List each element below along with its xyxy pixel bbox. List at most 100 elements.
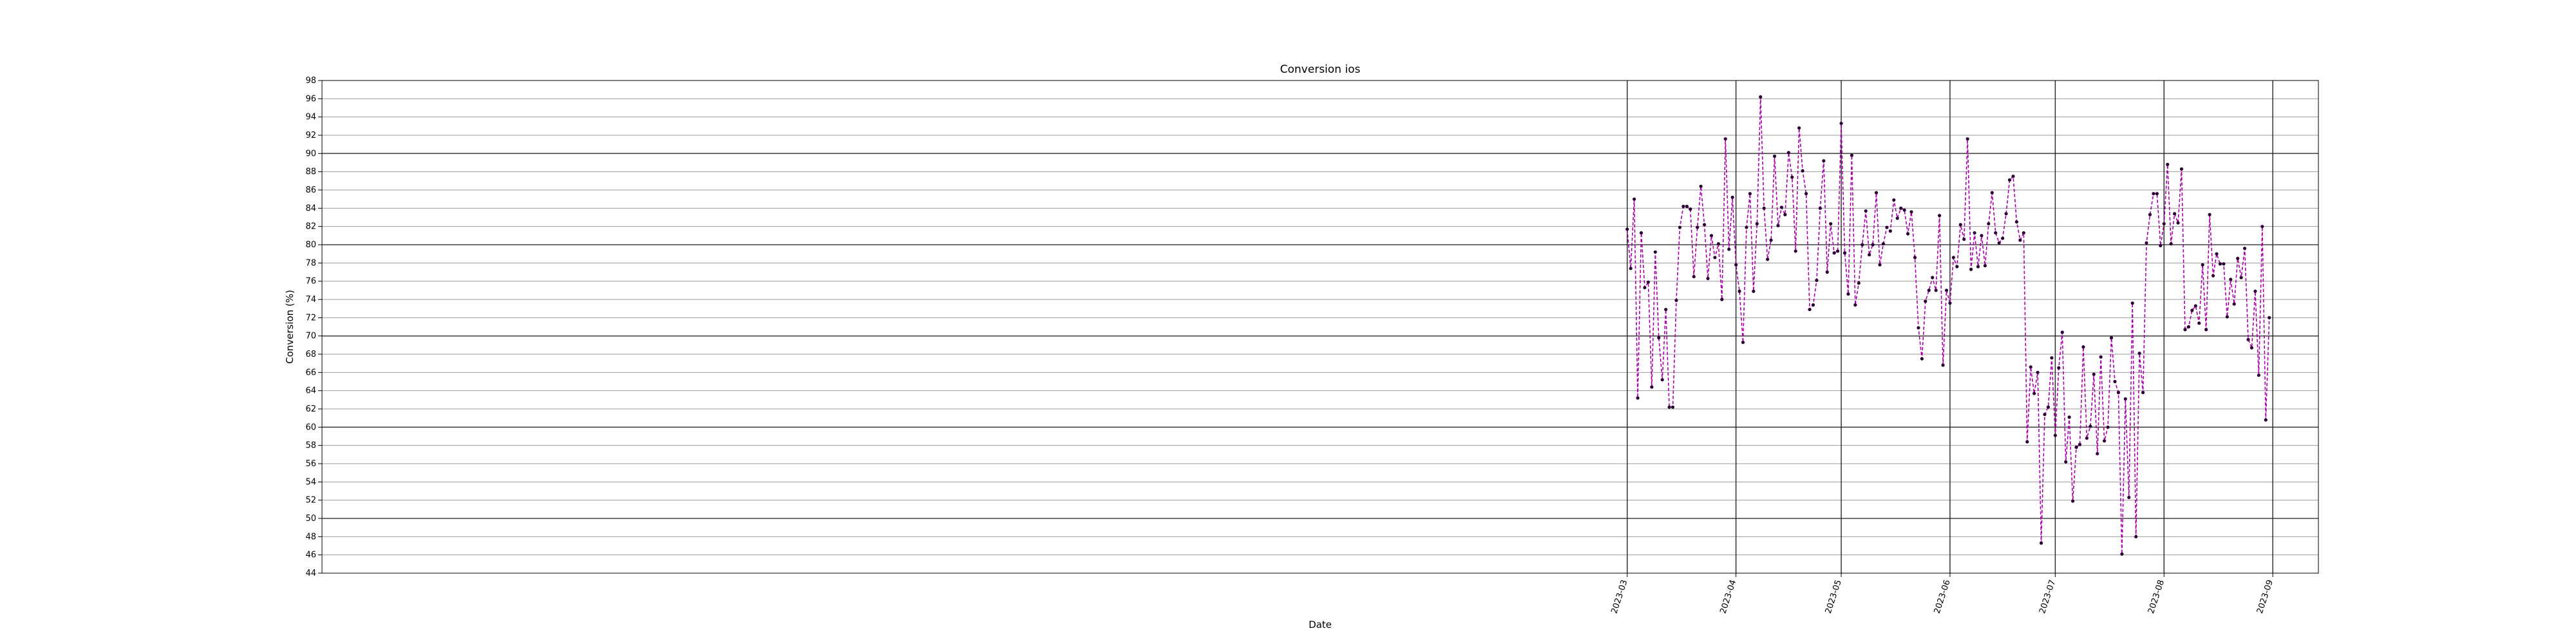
y-tick-label: 44 xyxy=(305,569,316,578)
data-point xyxy=(1839,121,1843,126)
data-point xyxy=(2085,436,2089,440)
data-point xyxy=(2064,460,2068,464)
data-point xyxy=(1769,238,1773,242)
data-point xyxy=(1759,95,1763,99)
data-point xyxy=(2145,241,2148,245)
data-point xyxy=(1678,225,1682,229)
data-point xyxy=(1755,222,1759,226)
data-point xyxy=(1874,191,1879,194)
data-point xyxy=(1738,289,1741,293)
data-point xyxy=(2239,276,2243,279)
data-point xyxy=(1902,208,1906,212)
data-point xyxy=(1709,234,1714,238)
data-point xyxy=(2022,231,2025,235)
y-tick-label: 52 xyxy=(305,496,316,506)
data-point xyxy=(2025,440,2029,444)
data-point xyxy=(1783,213,1787,216)
data-point xyxy=(2123,397,2127,401)
data-point xyxy=(1944,289,1949,292)
y-tick-label: 68 xyxy=(305,350,316,359)
data-point xyxy=(1629,267,1633,270)
data-point xyxy=(1636,396,1640,400)
data-point xyxy=(1895,216,1899,220)
y-tick-label: 96 xyxy=(305,94,316,104)
y-tick-label: 98 xyxy=(305,76,316,86)
data-point xyxy=(1951,256,1955,260)
data-point xyxy=(1924,299,1927,303)
data-point xyxy=(2081,345,2085,349)
data-point xyxy=(2057,366,2061,370)
data-point xyxy=(1779,205,1784,209)
data-point xyxy=(1899,206,1903,210)
data-point xyxy=(2120,552,2124,556)
y-tick-label: 54 xyxy=(305,477,316,487)
data-point xyxy=(1920,357,1924,361)
data-point xyxy=(1741,340,1745,345)
data-point xyxy=(2162,222,2166,226)
data-point xyxy=(2264,418,2268,422)
data-point xyxy=(2137,351,2141,355)
data-point xyxy=(1727,247,1731,251)
data-point xyxy=(1692,274,1696,279)
data-point xyxy=(2007,178,2012,182)
data-point xyxy=(2127,495,2131,500)
data-point xyxy=(1653,250,1657,254)
data-point xyxy=(2053,433,2057,437)
data-point xyxy=(1941,363,1945,367)
data-point xyxy=(1625,227,1629,231)
data-point xyxy=(1881,242,1886,246)
data-point xyxy=(2134,535,2138,538)
data-point xyxy=(1643,285,1647,290)
data-point xyxy=(1702,223,1707,227)
data-point xyxy=(2229,278,2233,281)
data-point xyxy=(2173,212,2177,216)
data-point xyxy=(1639,231,1643,235)
data-point xyxy=(2103,439,2107,443)
y-tick-label: 60 xyxy=(305,422,316,432)
data-point xyxy=(1681,204,1685,209)
y-tick-label: 74 xyxy=(305,295,316,305)
data-point xyxy=(2078,442,2082,446)
data-point xyxy=(1752,289,1756,293)
series-layer xyxy=(1625,95,2271,556)
data-point xyxy=(1868,252,1871,257)
data-point xyxy=(1699,184,1703,188)
data-point xyxy=(2225,315,2229,319)
data-point xyxy=(1878,263,1882,267)
data-point xyxy=(1633,197,1636,201)
data-point xyxy=(1976,265,1980,269)
y-tick-label: 86 xyxy=(305,185,316,195)
data-point xyxy=(2201,263,2204,267)
y-tick-label: 94 xyxy=(305,113,316,122)
y-tick-label: 92 xyxy=(305,131,316,140)
y-tick-label: 58 xyxy=(305,441,316,451)
data-point xyxy=(1829,222,1833,226)
y-tick-label: 50 xyxy=(305,514,316,524)
data-point xyxy=(1955,265,1959,269)
data-point xyxy=(1850,153,1853,157)
data-point xyxy=(2179,167,2184,171)
data-point xyxy=(1657,336,1661,340)
vertical-grid xyxy=(1627,80,2273,573)
data-point xyxy=(1772,154,1777,158)
data-point xyxy=(1980,234,1984,238)
data-point xyxy=(1825,270,1829,274)
data-point xyxy=(1811,303,1815,307)
data-point xyxy=(1934,289,1938,292)
data-point xyxy=(2246,337,2250,341)
data-point xyxy=(2060,330,2064,334)
y-tick-label: 46 xyxy=(305,551,316,560)
data-point xyxy=(1786,151,1790,155)
data-point xyxy=(1734,263,1738,267)
data-point xyxy=(1836,249,1840,253)
chart-title: Conversion ios xyxy=(1280,63,1361,76)
y-tick-label: 48 xyxy=(305,532,316,542)
data-point xyxy=(2036,370,2040,374)
y-tick-label: 80 xyxy=(305,240,316,250)
data-point xyxy=(1931,276,1935,279)
data-point xyxy=(2029,365,2032,369)
data-point xyxy=(1808,307,1812,312)
y-axis-title: Conversion (%) xyxy=(284,290,296,364)
